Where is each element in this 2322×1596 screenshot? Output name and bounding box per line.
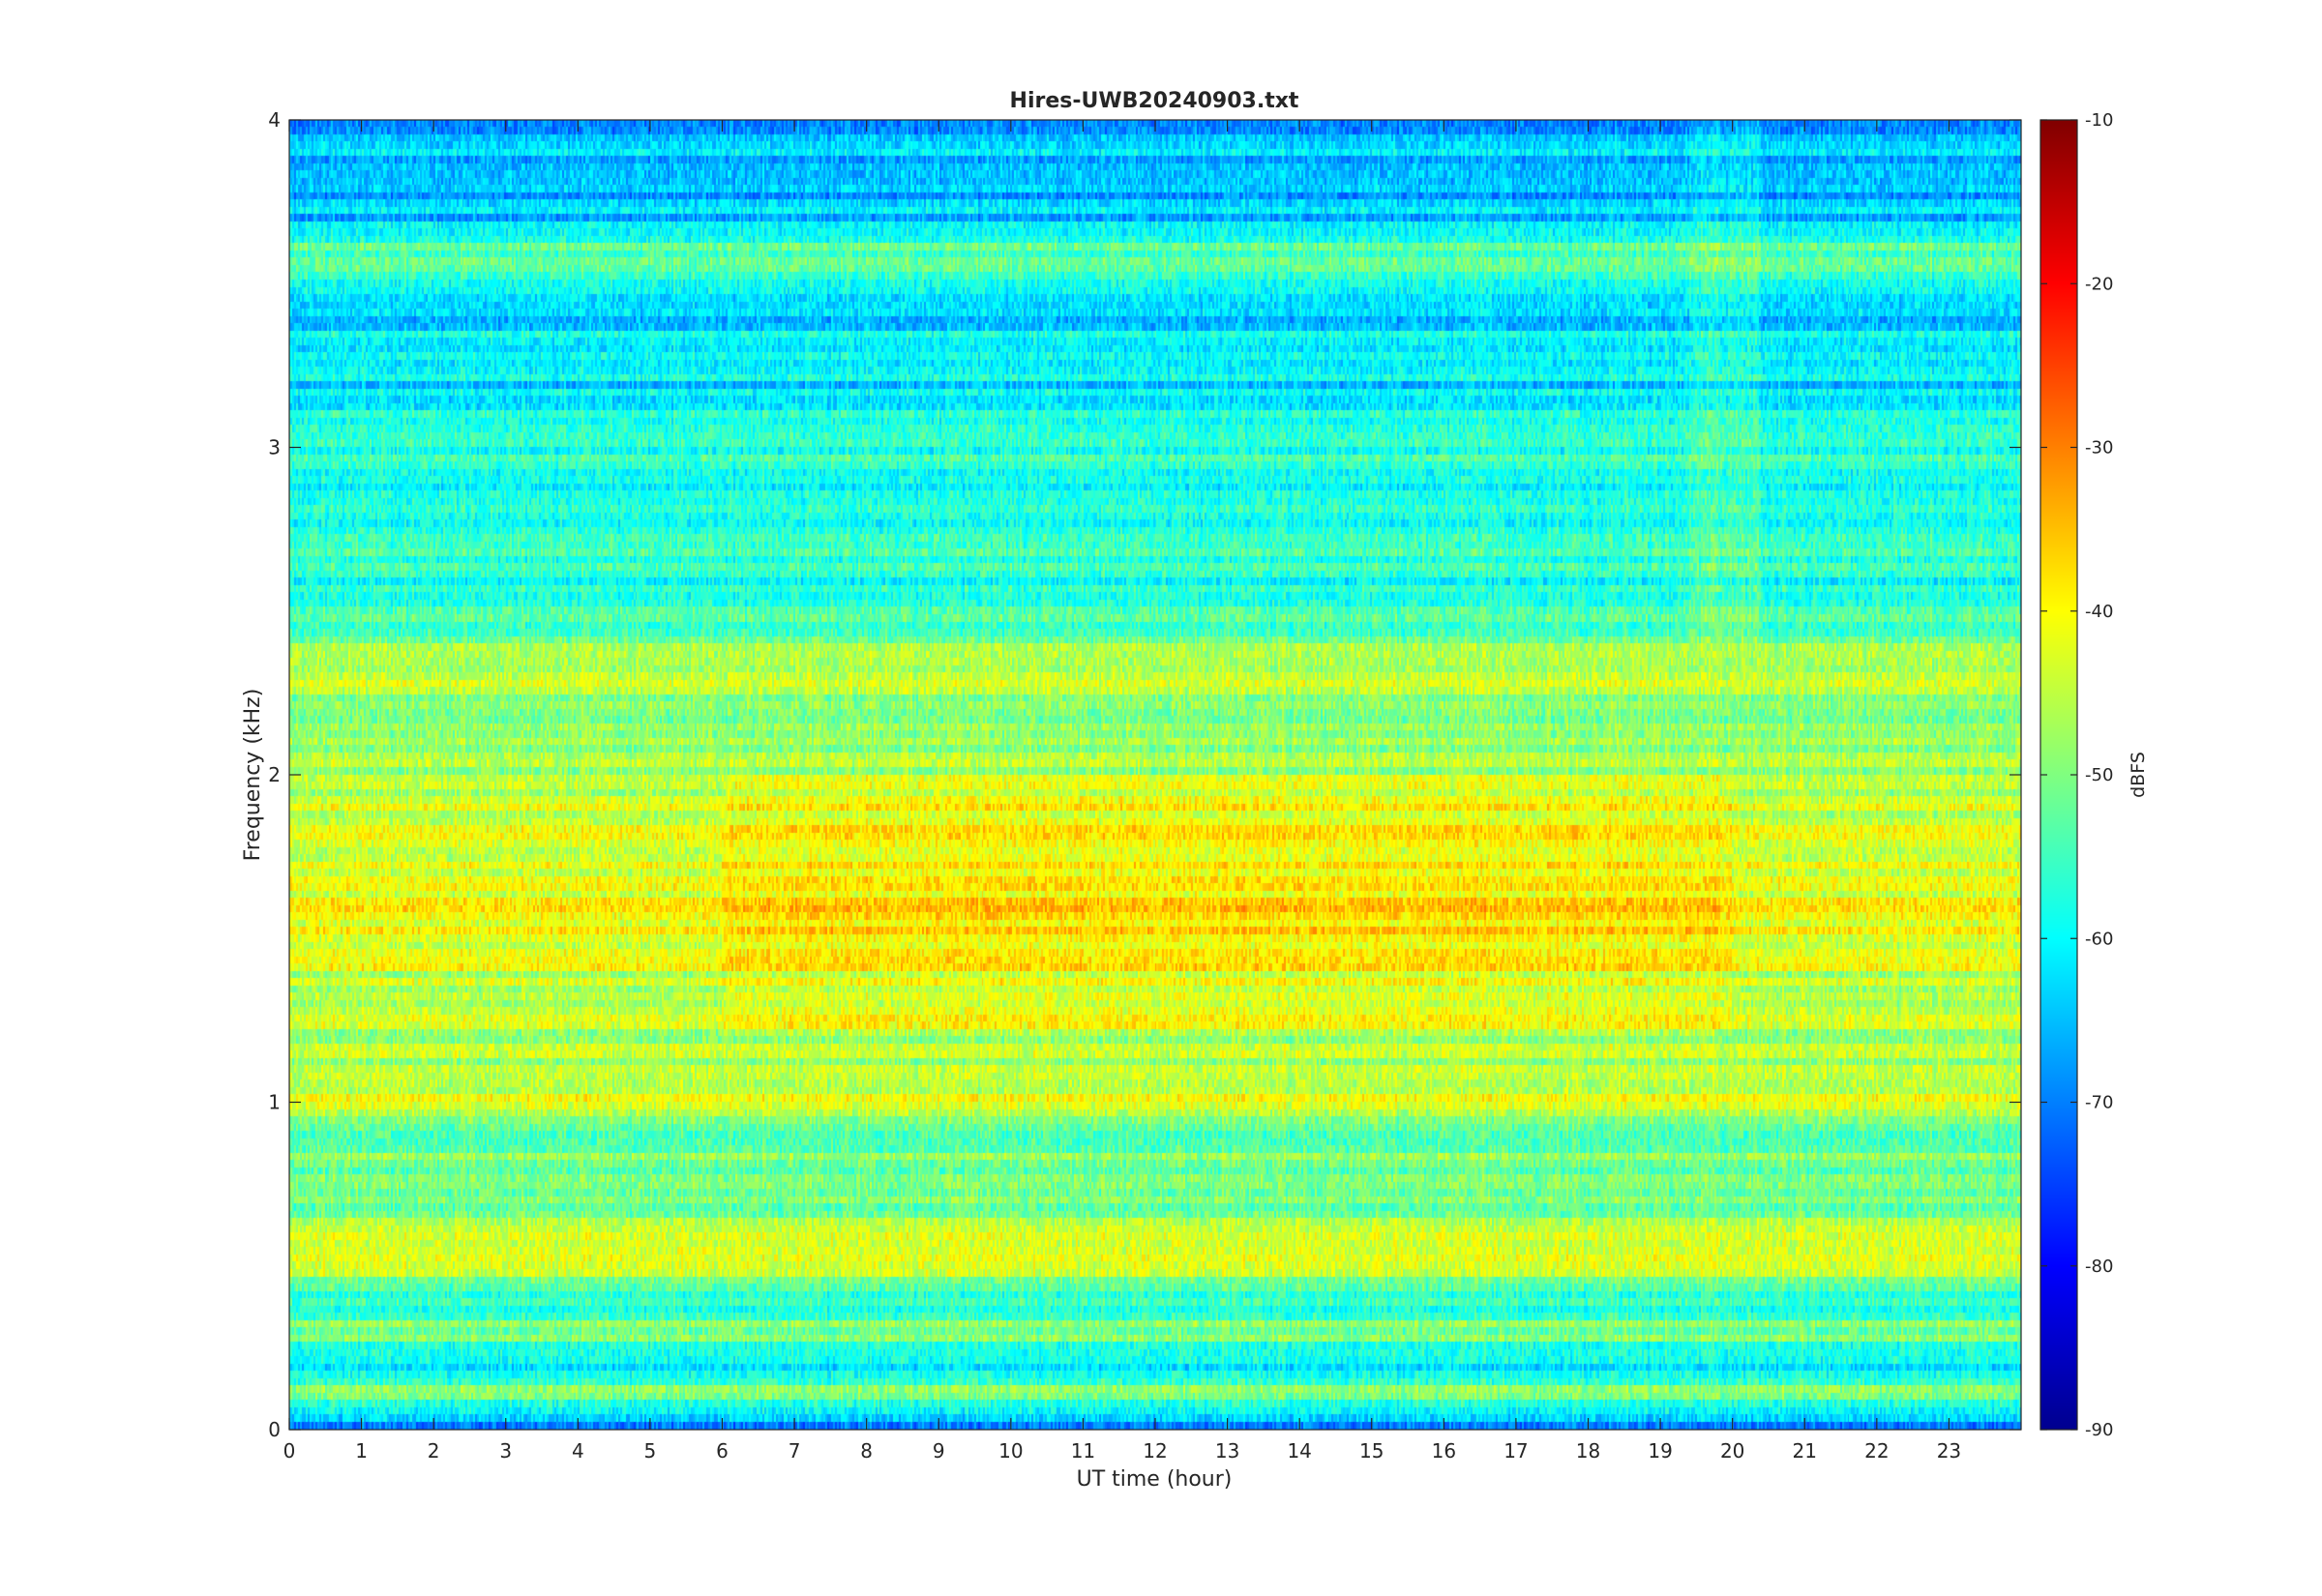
x-tick-label: 22: [1864, 1439, 1889, 1463]
y-tick-label: 2: [268, 763, 281, 786]
x-tick-label: 17: [1503, 1439, 1528, 1463]
x-tick-label: 6: [716, 1439, 729, 1463]
x-tick-label: 20: [1720, 1439, 1744, 1463]
x-tick-label: 1: [355, 1439, 368, 1463]
colorbar-tick-label: -90: [2085, 1420, 2113, 1440]
spectrogram-image: [289, 120, 2021, 1430]
colorbar-tick-label: -60: [2085, 929, 2113, 949]
x-tick-label: 4: [572, 1439, 584, 1463]
y-tick-label: 0: [268, 1418, 281, 1441]
y-tick-label: 1: [268, 1091, 281, 1114]
x-tick-label: 3: [499, 1439, 512, 1463]
y-tick-label: 4: [268, 108, 281, 132]
x-tick-label: 7: [789, 1439, 801, 1463]
y-axis-ticks: 0 1 2 3 4: [268, 108, 2021, 1441]
x-tick-label: 8: [860, 1439, 873, 1463]
x-tick-label: 13: [1215, 1439, 1239, 1463]
x-tick-label: 19: [1648, 1439, 1672, 1463]
colorbar-tick-label: -50: [2085, 765, 2113, 785]
x-tick-label: 12: [1143, 1439, 1167, 1463]
x-tick-label: 21: [1793, 1439, 1817, 1463]
x-tick-label: 0: [283, 1439, 296, 1463]
colorbar-tick-label: -20: [2085, 274, 2113, 294]
colorbar-tick-label: -30: [2085, 438, 2113, 458]
x-tick-label: 9: [933, 1439, 945, 1463]
x-tick-label: 14: [1287, 1439, 1311, 1463]
colorbar-tick-label: -80: [2085, 1256, 2113, 1277]
x-tick-label: 11: [1071, 1439, 1095, 1463]
spectrogram-plot-area: [288, 119, 2022, 1431]
colorbar-tick-label: -70: [2085, 1093, 2113, 1113]
colorbar-tick-label: -10: [2085, 110, 2113, 131]
chart-title: Hires-UWB20240903.txt: [1010, 89, 1299, 113]
x-tick-label: 16: [1432, 1439, 1456, 1463]
x-tick-label: 18: [1576, 1439, 1600, 1463]
x-axis-ticks: 0 1 2 3 4 5 6 7 8 9 10 11 12 13 14 15 16 17 18 19 20 21 22 23: [283, 120, 1961, 1463]
y-axis-label: Frequency (kHz): [241, 689, 265, 862]
x-tick-label: 15: [1359, 1439, 1384, 1463]
x-tick-label: 10: [998, 1439, 1023, 1463]
y-tick-label: 3: [268, 436, 281, 459]
colorbar: -90 -80 -70 -60 -50 -40 -30 -20 -10 dBFS: [2039, 110, 2149, 1440]
colorbar-tick-label: -40: [2085, 602, 2113, 622]
x-axis-label: UT time (hour): [1077, 1467, 1233, 1492]
x-tick-label: 5: [644, 1439, 657, 1463]
x-tick-label: 2: [428, 1439, 440, 1463]
x-tick-label: 23: [1937, 1439, 1961, 1463]
colorbar-label: dBFS: [2128, 752, 2149, 798]
colorbar-ticks: -90 -80 -70 -60 -50 -40 -30 -20 -10: [2040, 110, 2113, 1440]
